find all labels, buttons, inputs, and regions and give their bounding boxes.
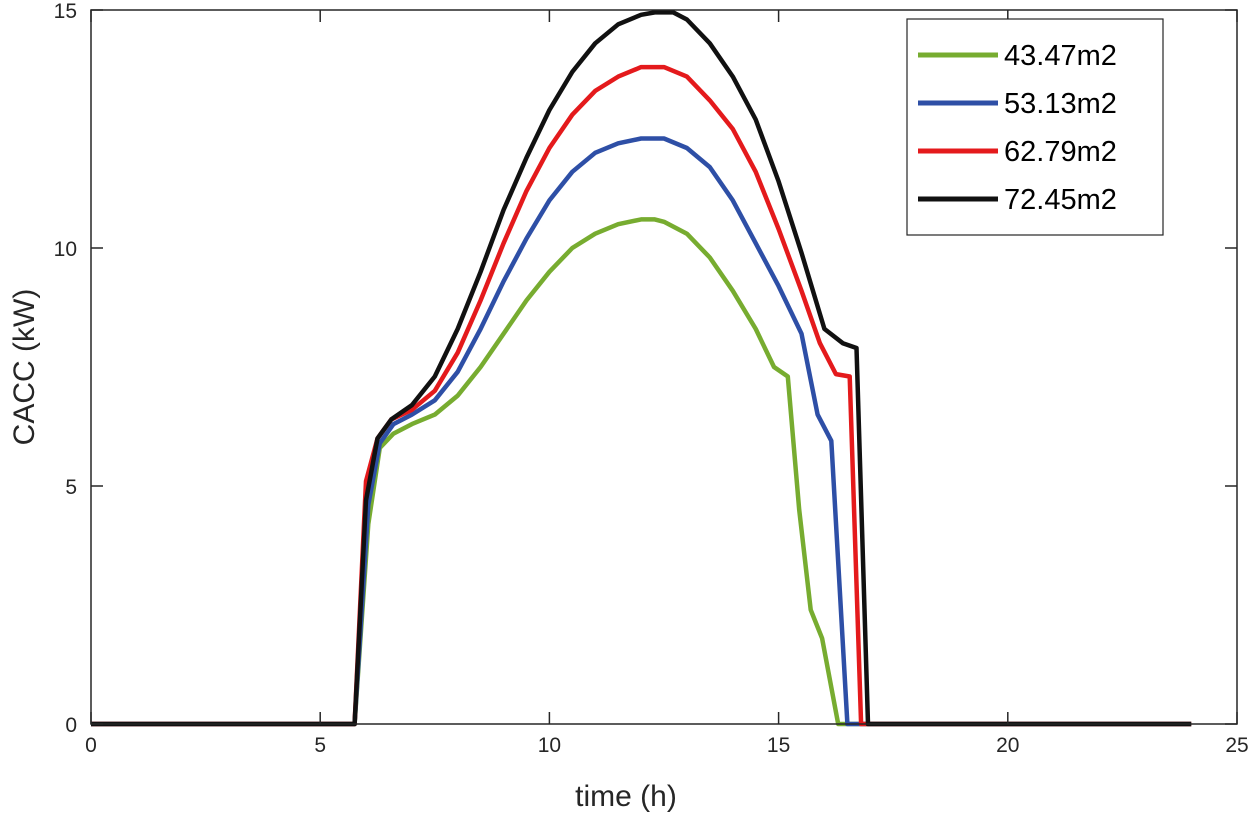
series-line-3	[91, 64, 1192, 727]
y-tick-label: 5	[65, 476, 77, 499]
axes-frame	[90, 9, 1238, 725]
x-tick-label: 5	[314, 734, 326, 757]
x-tick-label: 0	[85, 734, 97, 757]
series-line-2	[91, 136, 1192, 727]
legend: 43.47m2 53.13m2 62.79m2 72.45m2	[906, 18, 1164, 236]
y-axis: 0 5 10 15	[54, 0, 1237, 737]
legend-label-3: 62.79m2	[1004, 136, 1117, 168]
x-tick-label: 20	[996, 734, 1019, 757]
y-axis-title: CACC (kW)	[8, 289, 41, 446]
x-axis-title: time (h)	[575, 780, 677, 813]
series-line-1	[91, 217, 1192, 727]
series-layer	[91, 10, 1192, 727]
legend-label-1: 43.47m2	[1004, 40, 1117, 72]
y-tick-label: 15	[54, 0, 77, 23]
y-tick-label: 0	[65, 714, 77, 737]
x-tick-label: 10	[538, 734, 561, 757]
y-tick-label: 10	[54, 238, 77, 261]
x-axis: 0 5 10 15 20 25	[85, 10, 1249, 757]
x-tick-label: 25	[1225, 734, 1248, 757]
series-line-4	[91, 10, 1192, 727]
x-tick-label: 15	[767, 734, 790, 757]
legend-label-2: 53.13m2	[1004, 88, 1117, 120]
legend-label-4: 72.45m2	[1004, 184, 1117, 216]
